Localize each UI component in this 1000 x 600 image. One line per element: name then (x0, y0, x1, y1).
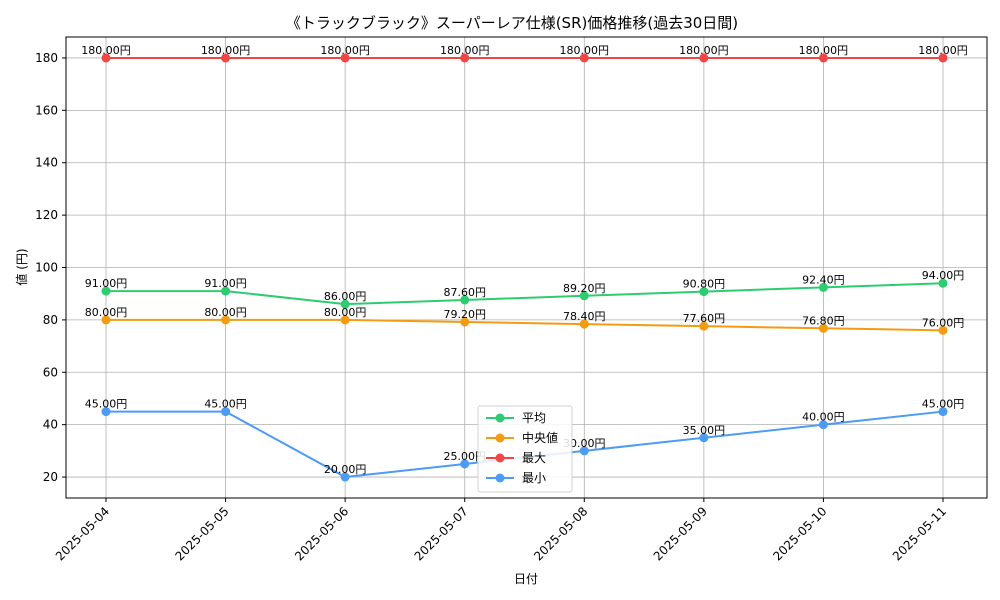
data-label: 45.00円 (922, 398, 965, 411)
data-point (460, 295, 470, 305)
data-label: 91.00円 (85, 277, 128, 290)
legend-marker (495, 453, 505, 463)
data-point (579, 319, 589, 329)
data-label: 92.40円 (802, 273, 845, 286)
legend-marker (495, 433, 505, 443)
data-point (101, 315, 111, 325)
data-point (818, 282, 828, 292)
data-label: 90.80円 (683, 278, 726, 291)
y-tick-label: 100 (35, 261, 58, 275)
data-label: 45.00円 (85, 398, 128, 411)
data-labels: 91.00円 91.00円 86.00円 87.60円 89.20円 90.80円 92.4… (81, 44, 968, 476)
data-point (699, 433, 709, 443)
data-point (340, 472, 350, 482)
data-label: 77.60円 (683, 312, 726, 325)
data-point (938, 278, 948, 288)
data-label: 79.20円 (443, 308, 486, 321)
data-label: 89.20円 (563, 282, 606, 295)
data-label: 80.00円 (324, 306, 367, 319)
legend-marker (495, 473, 505, 483)
series-line (106, 318, 944, 332)
data-label: 180.00円 (560, 44, 610, 57)
data-point (699, 53, 709, 63)
y-tick-label: 60 (43, 365, 58, 379)
y-tick-label: 160 (35, 103, 58, 117)
data-point (340, 53, 350, 63)
data-point (818, 53, 828, 63)
data-point (101, 53, 111, 63)
y-axis-ticks: 20 40 60 80 100 120 140 160 180 (35, 51, 66, 484)
x-axis-label: 日付 (514, 572, 538, 586)
data-label: 87.60円 (443, 286, 486, 299)
y-tick-label: 40 (43, 418, 58, 432)
data-point (101, 407, 111, 417)
data-point (221, 53, 231, 63)
data-label: 180.00円 (201, 44, 251, 57)
data-point (699, 287, 709, 297)
legend-label: 最大 (522, 451, 546, 465)
y-tick-label: 120 (35, 208, 58, 222)
data-label: 30.00円 (563, 437, 606, 450)
data-label: 180.00円 (320, 44, 370, 57)
data-label: 86.00円 (324, 290, 367, 303)
data-label: 78.40円 (563, 310, 606, 323)
grid (66, 37, 987, 498)
data-label: 76.00円 (922, 316, 965, 329)
y-tick-label: 140 (35, 156, 58, 170)
data-label: 180.00円 (81, 44, 131, 57)
data-label: 180.00円 (679, 44, 729, 57)
data-label: 180.00円 (799, 44, 849, 57)
data-point (818, 323, 828, 333)
legend-label: 平均 (522, 411, 546, 425)
legend-marker (495, 413, 505, 423)
legend-label: 中央値 (522, 430, 558, 445)
y-tick-label: 20 (43, 470, 58, 484)
data-label: 45.00円 (204, 398, 247, 411)
data-point (579, 53, 589, 63)
y-axis-label: 値 (円) (14, 248, 29, 285)
data-label: 80.00円 (204, 306, 247, 319)
data-point (340, 315, 350, 325)
data-point (818, 420, 828, 430)
legend-box (477, 405, 573, 493)
data-label: 91.00円 (204, 277, 247, 290)
data-point (101, 286, 111, 296)
data-point (460, 317, 470, 327)
data-label: 25.00円 (443, 450, 486, 463)
data-point (579, 291, 589, 301)
data-point (938, 325, 948, 335)
data-point (221, 315, 231, 325)
data-point (699, 321, 709, 331)
data-label: 180.00円 (440, 44, 490, 57)
data-point (460, 53, 470, 63)
data-label: 180.00円 (918, 44, 968, 57)
data-label: 20.00円 (324, 463, 367, 476)
data-point (340, 299, 350, 309)
data-point (938, 53, 948, 63)
y-tick-label: 80 (43, 313, 58, 327)
series-line (106, 282, 944, 306)
data-point (579, 446, 589, 456)
legend-label: 最小 (522, 471, 546, 485)
data-label: 94.00円 (922, 269, 965, 282)
data-label: 35.00円 (683, 424, 726, 437)
data-label: 76.80円 (802, 314, 845, 327)
series (101, 53, 948, 482)
data-label: 80.00円 (85, 306, 128, 319)
y-tick-label: 180 (35, 51, 58, 65)
data-point (460, 459, 470, 469)
data-point (221, 407, 231, 417)
data-point (221, 286, 231, 296)
data-point (938, 407, 948, 417)
data-label: 40.00円 (802, 411, 845, 424)
chart-title: 《トラックブラック》スーパーレア仕様(SR)価格推移(過去30日間) (286, 14, 738, 32)
